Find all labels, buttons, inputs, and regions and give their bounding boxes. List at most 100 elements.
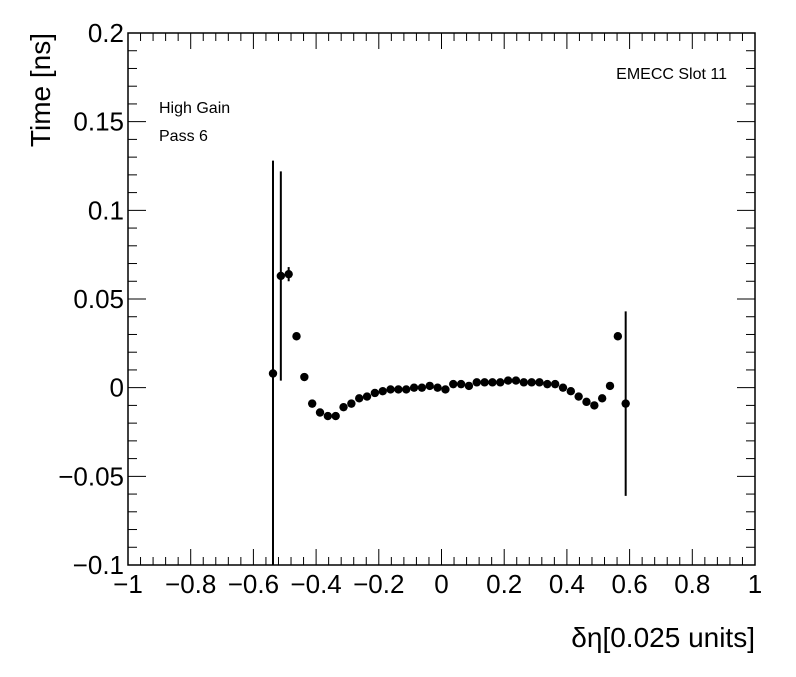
data-point (323, 411, 333, 421)
point-marker (292, 332, 301, 341)
data-point (307, 399, 317, 408)
data-point (597, 394, 607, 403)
point-marker (558, 383, 568, 392)
data-point (605, 381, 615, 391)
data-point (402, 385, 411, 394)
point-marker (488, 378, 497, 387)
point-marker (582, 397, 591, 407)
x-tick-label: 0 (434, 569, 448, 599)
point-marker (402, 385, 411, 394)
data-point (331, 411, 340, 421)
data-point (268, 160, 278, 565)
data-point (496, 378, 505, 387)
point-marker (503, 376, 513, 385)
data-point (480, 378, 489, 387)
data-point (582, 397, 591, 407)
point-marker (362, 392, 372, 401)
x-axis-title: δη[0.025 units] (571, 622, 755, 653)
point-marker (331, 411, 340, 421)
data-point (425, 381, 434, 391)
data-point (386, 385, 395, 394)
data-point (339, 402, 348, 412)
point-marker (268, 369, 278, 378)
data-point (519, 378, 528, 387)
point-marker (511, 376, 521, 385)
x-tick-label: 0.2 (486, 569, 522, 599)
y-tick-label: 0.05 (73, 284, 124, 314)
point-marker (347, 399, 356, 408)
point-marker (284, 269, 293, 279)
point-marker (566, 387, 576, 396)
slot-annotation: EMECC Slot 11 (616, 66, 727, 83)
point-marker (339, 402, 348, 412)
y-axis-title: Time [ns] (25, 33, 56, 147)
x-tick-label: 0.4 (549, 569, 585, 599)
point-marker (441, 385, 450, 394)
point-marker (433, 383, 442, 392)
data-point (464, 381, 474, 391)
data-point (456, 379, 466, 389)
data-point (378, 387, 387, 396)
data-point (409, 383, 419, 392)
point-marker (590, 401, 599, 410)
y-tick-label: 0 (110, 373, 124, 403)
point-marker (496, 378, 505, 387)
point-marker (315, 408, 325, 417)
point-marker (550, 379, 560, 389)
data-point (284, 267, 293, 282)
point-marker (300, 372, 309, 382)
y-axis-tick-labels: −0.1 −0.05 0 0.05 0.1 0.15 0.2 (58, 18, 124, 580)
point-marker (597, 394, 607, 403)
data-point (300, 372, 309, 382)
data-points (268, 160, 630, 565)
x-axis-ticks (127, 33, 756, 565)
point-marker (605, 381, 615, 391)
data-point (315, 408, 325, 417)
data-point (276, 171, 286, 381)
x-tick-label: −0.2 (353, 569, 404, 599)
point-marker (355, 394, 364, 403)
data-point (362, 392, 372, 401)
data-point (355, 394, 364, 403)
point-marker (472, 378, 481, 387)
y-tick-label: 0.2 (88, 18, 124, 48)
data-point (417, 383, 427, 392)
data-point (613, 332, 623, 341)
data-point (394, 385, 403, 394)
point-marker (307, 399, 317, 408)
x-tick-label: −0.4 (290, 569, 341, 599)
point-marker (323, 411, 333, 421)
data-point (574, 392, 583, 401)
data-point (558, 383, 568, 392)
point-marker (409, 383, 419, 392)
point-marker (456, 379, 466, 389)
gain-annotation: High Gain (159, 100, 230, 117)
point-marker (425, 381, 434, 391)
data-point (543, 379, 552, 389)
point-marker (535, 378, 544, 387)
x-tick-label: 1 (748, 569, 762, 599)
y-tick-label: −0.05 (58, 461, 124, 491)
data-point (449, 379, 458, 389)
data-point (550, 379, 560, 389)
point-marker (574, 392, 583, 401)
point-marker (386, 385, 395, 394)
point-marker (543, 379, 552, 389)
data-point (370, 388, 380, 398)
point-marker (621, 399, 630, 408)
pass-annotation: Pass 6 (159, 128, 208, 145)
point-marker (449, 379, 458, 389)
point-marker (394, 385, 403, 394)
point-marker (417, 383, 427, 392)
x-tick-label: −0.8 (165, 569, 216, 599)
point-marker (613, 332, 623, 341)
point-marker (464, 381, 474, 391)
point-marker (519, 378, 528, 387)
data-point (472, 378, 481, 387)
y-tick-label: 0.1 (88, 195, 124, 225)
data-point (511, 376, 521, 385)
x-tick-label: −1 (113, 569, 143, 599)
data-point (527, 378, 536, 387)
